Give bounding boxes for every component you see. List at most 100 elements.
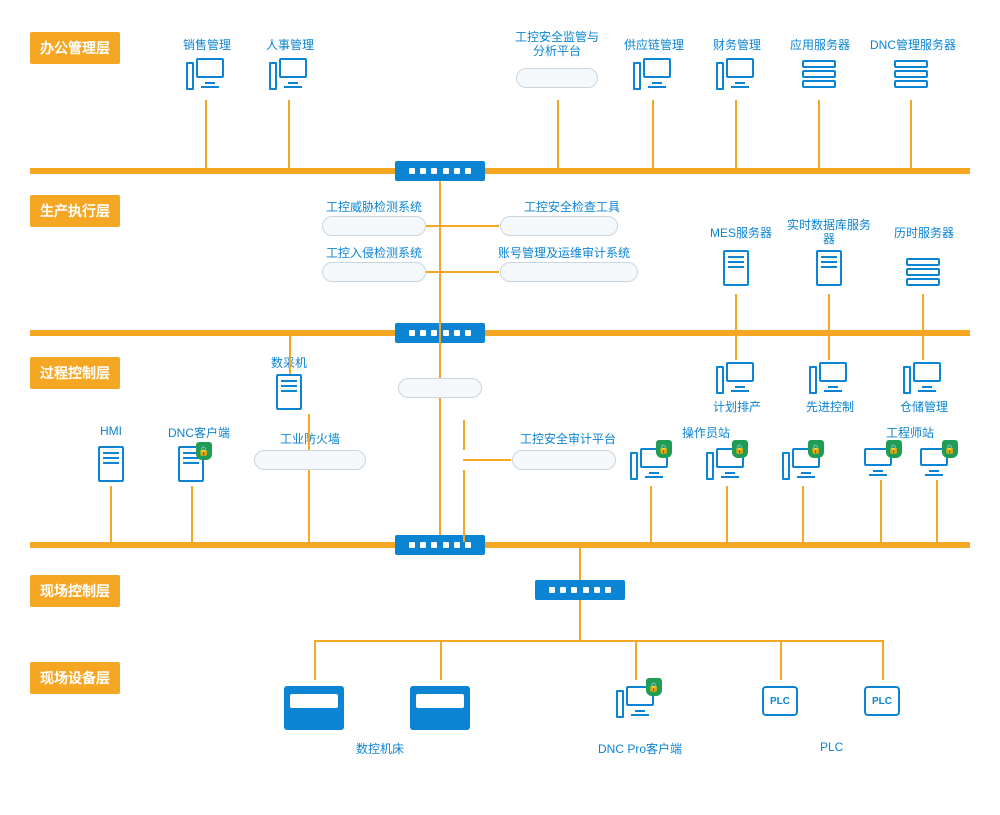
rack-icon bbox=[906, 258, 940, 286]
hbar-3 bbox=[30, 542, 970, 548]
switch-field bbox=[535, 580, 625, 600]
drop bbox=[579, 548, 581, 580]
prod-acct-label: 账号管理及运维审计系统 bbox=[498, 244, 630, 261]
proc-operator-label: 操作员站 bbox=[682, 424, 730, 441]
shield-icon: 🔒 bbox=[196, 442, 212, 460]
field-cnc-label: 数控机床 bbox=[356, 740, 404, 757]
drop bbox=[289, 336, 291, 374]
drop bbox=[110, 486, 112, 542]
pc-icon bbox=[718, 362, 756, 396]
office-dnc-server-label: DNC管理服务器 bbox=[870, 36, 956, 53]
drop bbox=[735, 336, 737, 360]
drop bbox=[308, 414, 310, 450]
pc-icon bbox=[905, 362, 943, 396]
pill bbox=[254, 450, 366, 470]
plc-icon: PLC bbox=[762, 686, 798, 716]
drop bbox=[463, 420, 465, 450]
office-finance-label: 财务管理 bbox=[713, 36, 761, 53]
diagram-canvas: 办公管理层 生产执行层 过程控制层 现场控制层 现场设备层 销售管理 人事管理 … bbox=[0, 0, 1000, 815]
prod-history-label: 历时服务器 bbox=[894, 224, 954, 241]
trunk-main bbox=[439, 181, 441, 535]
pc-icon bbox=[188, 58, 226, 92]
prod-mes-label: MES服务器 bbox=[710, 224, 772, 241]
branch bbox=[463, 459, 511, 461]
proc-hmi-label: HMI bbox=[100, 424, 122, 438]
drop bbox=[314, 640, 316, 680]
pc-icon bbox=[635, 58, 673, 92]
drop bbox=[191, 486, 193, 542]
switch-office bbox=[395, 161, 485, 181]
pill bbox=[500, 262, 638, 282]
drop bbox=[880, 480, 882, 542]
drop bbox=[726, 486, 728, 542]
shield-icon: 🔒 bbox=[656, 440, 672, 458]
pill bbox=[516, 68, 598, 88]
drop bbox=[802, 486, 804, 542]
drop bbox=[910, 100, 912, 168]
layer-field-device-label: 现场设备层 bbox=[30, 662, 120, 694]
drop bbox=[635, 640, 637, 680]
prod-rtdb-label: 实时数据库服务器 bbox=[786, 218, 872, 247]
drop bbox=[735, 294, 737, 330]
drop bbox=[557, 100, 559, 168]
pc-icon bbox=[271, 58, 309, 92]
drop bbox=[922, 294, 924, 330]
office-hr-label: 人事管理 bbox=[266, 36, 314, 53]
proc-warehouse-label: 仓储管理 bbox=[900, 398, 948, 415]
layer-process-label: 过程控制层 bbox=[30, 357, 120, 389]
office-app-server-label: 应用服务器 bbox=[790, 36, 850, 53]
proc-audit-label: 工控安全审计平台 bbox=[520, 430, 616, 447]
shield-icon: 🔒 bbox=[886, 440, 902, 458]
branch bbox=[441, 225, 499, 227]
drop bbox=[650, 486, 652, 542]
drop bbox=[308, 470, 310, 542]
drop bbox=[288, 100, 290, 168]
layer-production-label: 生产执行层 bbox=[30, 195, 120, 227]
prod-intrusion-label: 工控入侵检测系统 bbox=[326, 244, 422, 261]
pc-icon bbox=[811, 362, 849, 396]
pc-icon bbox=[718, 58, 756, 92]
server-icon bbox=[723, 250, 749, 286]
office-sales-label: 销售管理 bbox=[183, 36, 231, 53]
shield-icon: 🔒 bbox=[646, 678, 662, 696]
drop bbox=[882, 640, 884, 680]
branch bbox=[426, 225, 440, 227]
proc-firewall-label: 工业防火墙 bbox=[280, 430, 340, 447]
pill bbox=[322, 216, 426, 236]
office-ics-monitor-label: 工控安全监管与分析平台 bbox=[512, 30, 602, 59]
drop bbox=[652, 100, 654, 168]
pill bbox=[512, 450, 616, 470]
pill bbox=[500, 216, 618, 236]
shield-icon: 🔒 bbox=[808, 440, 824, 458]
drop bbox=[780, 640, 782, 680]
layer-field-control-label: 现场控制层 bbox=[30, 575, 120, 607]
drop bbox=[818, 100, 820, 168]
field-plc-label: PLC bbox=[820, 740, 843, 754]
drop bbox=[922, 336, 924, 360]
field-dncpro-label: DNC Pro客户端 bbox=[598, 740, 682, 757]
branch bbox=[441, 271, 499, 273]
cnc-icon bbox=[410, 686, 470, 730]
proc-plan-label: 计划排产 bbox=[713, 398, 761, 415]
branch bbox=[426, 271, 440, 273]
drop bbox=[735, 100, 737, 168]
drop bbox=[936, 480, 938, 542]
rack-icon bbox=[894, 60, 928, 88]
proc-engineer-label: 工程师站 bbox=[886, 424, 934, 441]
layer-office-label: 办公管理层 bbox=[30, 32, 120, 64]
drop bbox=[828, 294, 830, 330]
cnc-icon bbox=[284, 686, 344, 730]
server-icon bbox=[98, 446, 124, 482]
drop bbox=[463, 470, 465, 542]
drop bbox=[440, 640, 442, 680]
proc-adv-label: 先进控制 bbox=[806, 398, 854, 415]
drop bbox=[579, 600, 581, 642]
switch-process bbox=[395, 535, 485, 555]
pill bbox=[398, 378, 482, 398]
drop bbox=[828, 336, 830, 360]
prod-seccheck-label: 工控安全检查工具 bbox=[524, 198, 620, 215]
office-supply-label: 供应链管理 bbox=[624, 36, 684, 53]
pill bbox=[322, 262, 426, 282]
shield-icon: 🔒 bbox=[942, 440, 958, 458]
bus bbox=[314, 640, 884, 642]
